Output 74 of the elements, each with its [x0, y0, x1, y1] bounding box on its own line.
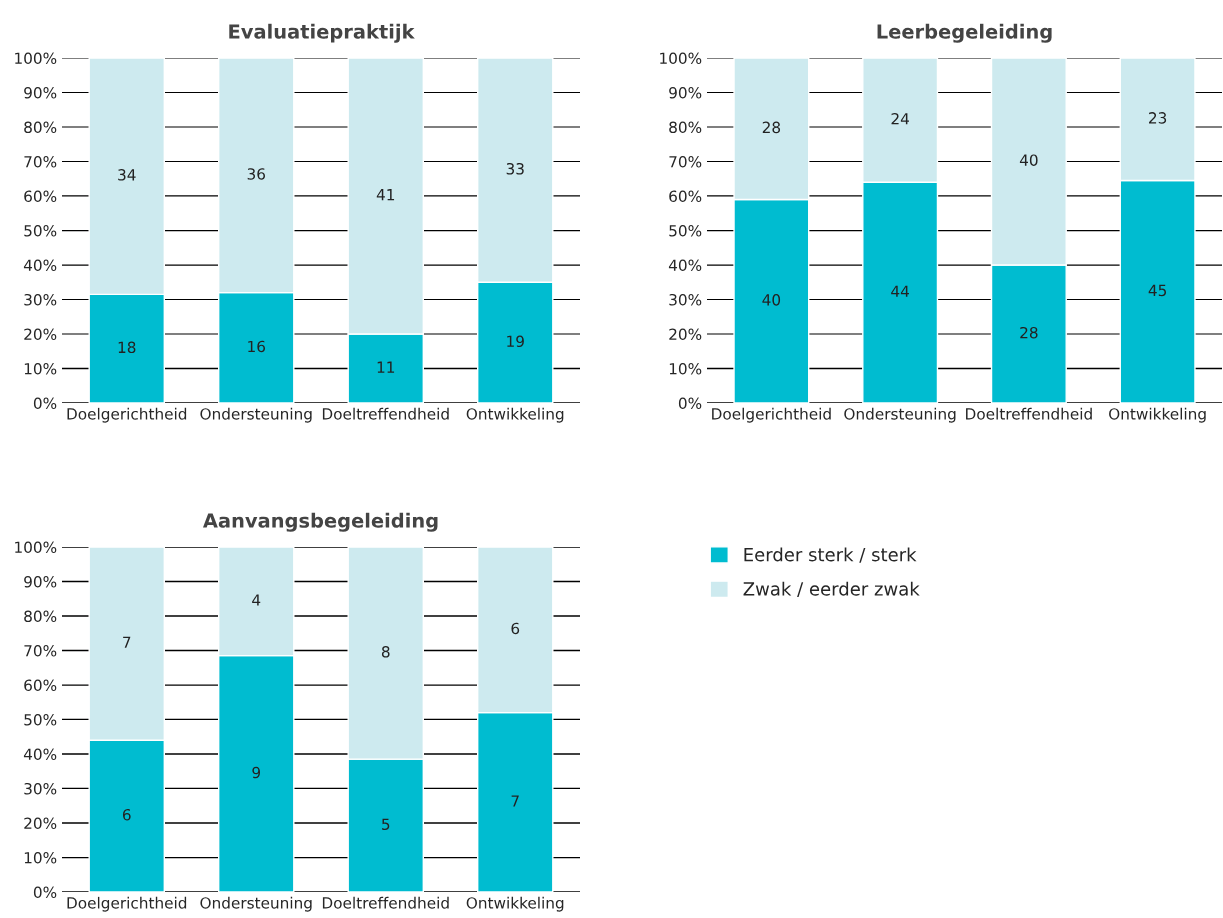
y-tick-label: 80% [24, 121, 57, 134]
annotation: 24 [891, 112, 909, 125]
y-tick-label: 60% [669, 190, 702, 203]
annotation: 34 [118, 169, 136, 181]
x-tick-label: Doelgerichtheid [67, 407, 187, 423]
annotation: 28 [1020, 326, 1038, 339]
y-tick-label: 0% [33, 886, 57, 899]
y-tick-label: 90% [24, 575, 57, 588]
y-tick-label: 80% [669, 121, 702, 134]
y-tick-label: 100% [15, 52, 57, 65]
x-tick-label: Ontwikkeling [466, 407, 564, 423]
annotation: 9 [252, 766, 261, 779]
annotation: 6 [122, 808, 131, 821]
annotation: 6 [511, 622, 520, 635]
legend-label: Eerder sterk / sterk [744, 547, 917, 563]
annotation: 5 [382, 818, 390, 831]
annotation: 7 [511, 795, 519, 807]
annotation: 44 [891, 285, 909, 297]
legend-label: Zwak / eerder zwak [743, 581, 920, 598]
y-tick-label: 20% [24, 328, 57, 341]
annotation: 28 [762, 121, 781, 134]
annotation: 11 [377, 361, 395, 373]
chart-title: Leerbegeleiding [877, 23, 1052, 43]
chart-title: Aanvangsbegeleiding [202, 512, 438, 532]
y-tick-label: 70% [24, 644, 57, 657]
y-tick-label: 40% [23, 259, 57, 272]
y-tick-label: 70% [24, 155, 57, 168]
y-tick-label: 10% [24, 851, 57, 864]
annotation: 19 [507, 335, 524, 348]
annotation: 41 [376, 189, 395, 201]
annotation: 4 [252, 594, 261, 606]
annotation: 45 [1148, 284, 1167, 297]
x-tick-label: Ontwikkeling [466, 896, 564, 912]
annotation: 36 [247, 168, 266, 180]
y-tick-label: 40% [668, 259, 702, 272]
x-tick-label: Doeltreffendheid [966, 407, 1092, 420]
annotation: 18 [118, 341, 136, 354]
chart-title: Evaluatiepraktijk [229, 23, 415, 43]
annotation: 40 [762, 294, 781, 306]
y-tick-label: 90% [24, 86, 57, 99]
y-tick-label: 30% [24, 293, 57, 306]
y-tick-label: 20% [669, 328, 702, 341]
y-tick-label: 50% [24, 713, 57, 726]
annotation: 40 [1019, 154, 1038, 166]
y-tick-label: 10% [669, 362, 702, 375]
y-tick-label: 10% [24, 362, 57, 375]
annotation: 16 [248, 340, 266, 353]
x-tick-label: Doelgerichtheid [712, 407, 831, 423]
y-tick-label: 80% [24, 610, 57, 623]
y-tick-label: 70% [669, 155, 702, 168]
y-tick-label: 30% [669, 293, 702, 306]
y-tick-label: 100% [15, 541, 57, 554]
x-tick-label: Ondersteuning [200, 407, 312, 423]
annotation: 33 [506, 163, 524, 175]
y-tick-label: 20% [24, 817, 57, 830]
y-tick-label: 40% [23, 748, 57, 761]
annotation: 7 [123, 636, 131, 648]
x-tick-label: Doeltreffendheid [322, 896, 449, 909]
annotation: 8 [381, 645, 390, 658]
annotation: 23 [1149, 112, 1167, 124]
x-tick-label: Doeltreffendheid [322, 407, 449, 420]
y-tick-label: 0% [678, 397, 702, 410]
y-tick-label: 60% [24, 190, 57, 203]
y-tick-label: 50% [24, 224, 57, 237]
x-tick-label: Doelgerichtheid [67, 896, 187, 912]
y-tick-label: 0% [33, 397, 57, 410]
y-tick-label: 90% [669, 86, 702, 99]
x-tick-label: Ondersteuning [844, 407, 956, 423]
y-tick-label: 30% [24, 782, 57, 795]
x-tick-label: Ondersteuning [200, 896, 312, 912]
y-tick-label: 50% [669, 224, 702, 237]
y-tick-label: 100% [660, 52, 702, 65]
x-tick-label: Ontwikkeling [1109, 407, 1206, 423]
y-tick-label: 60% [24, 679, 57, 692]
